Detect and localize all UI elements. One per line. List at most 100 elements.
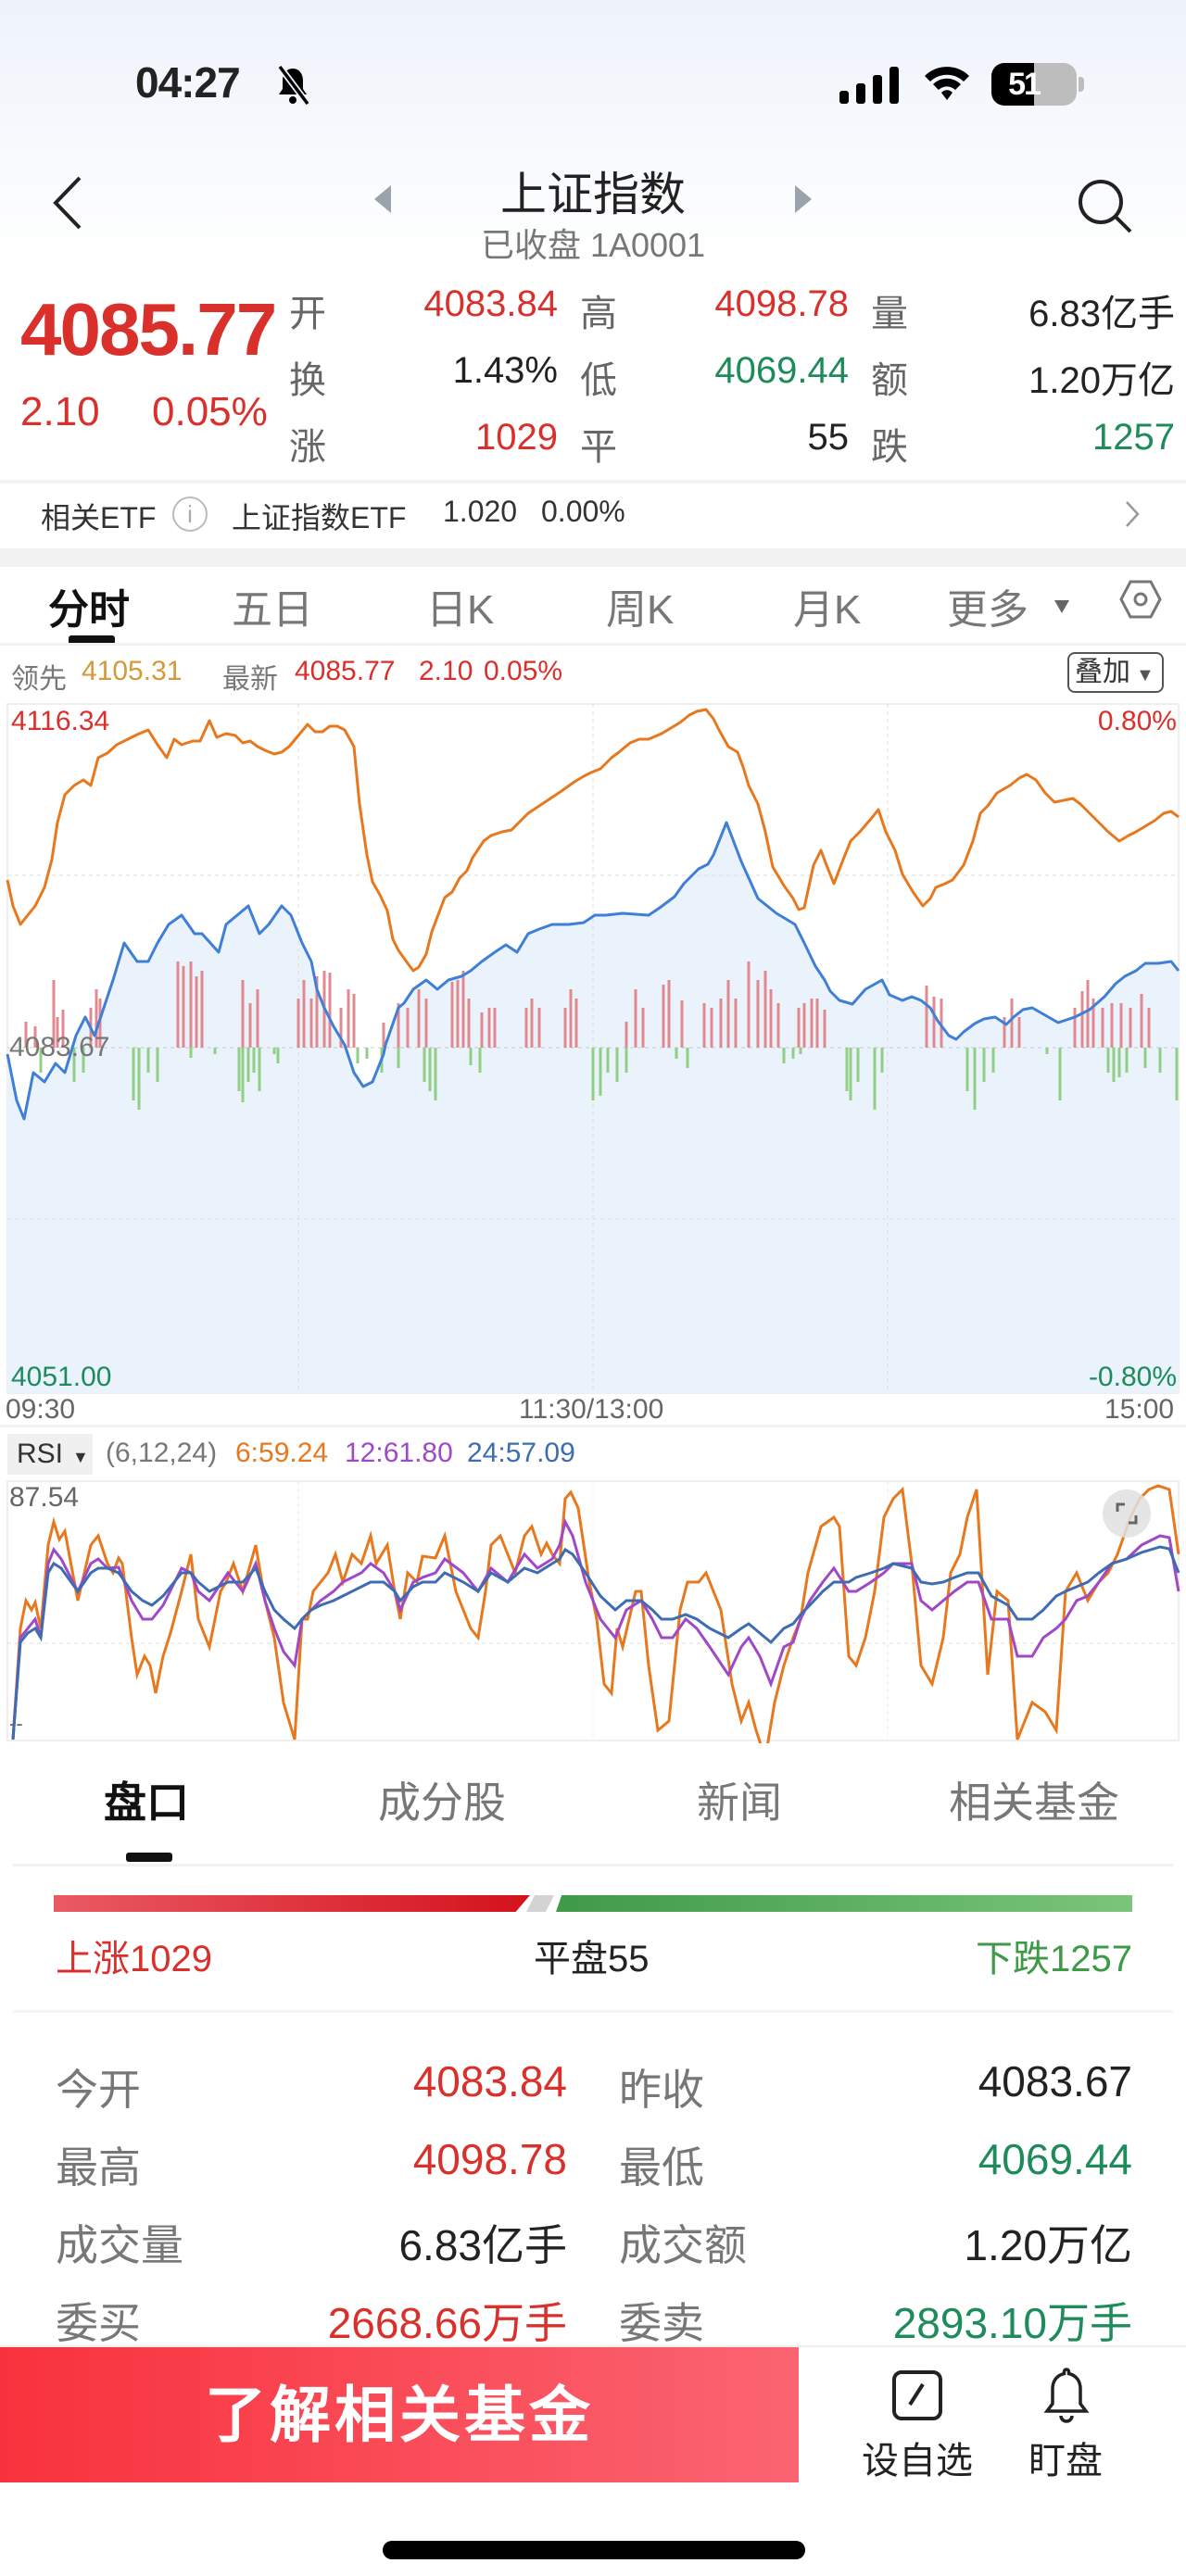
pct-axis-top-label: 0.80%	[1097, 706, 1177, 736]
decliners-count: 下跌1257	[976, 1939, 1132, 1979]
prev-close-label: 昨收	[619, 2066, 704, 2114]
indicator-select[interactable]: RSI ▼	[7, 1434, 93, 1475]
battery-level: 51	[1008, 67, 1041, 102]
dropdown-arrow-icon: ▼	[72, 1448, 89, 1466]
ask-volume-label: 委卖	[619, 2299, 704, 2347]
monitor-button[interactable]: 盯盘	[1019, 2360, 1112, 2482]
home-indicator[interactable]	[383, 2541, 805, 2559]
advancers-label: 涨	[289, 427, 326, 468]
low-value: 4069.44	[978, 2135, 1132, 2183]
high-label: 高	[580, 294, 617, 334]
tab-daily-k[interactable]: 日K	[426, 587, 495, 633]
next-index-arrow-icon[interactable]	[795, 185, 812, 213]
lead-value: 4105.31	[82, 656, 183, 686]
tab-monthly-k[interactable]: 月K	[793, 587, 862, 633]
low-value: 4069.44	[714, 350, 849, 391]
overlay-button[interactable]: 叠加 ▼	[1067, 652, 1164, 693]
search-icon[interactable]	[1075, 176, 1134, 235]
back-icon[interactable]	[48, 174, 85, 232]
add-watchlist-button[interactable]: 设自选	[862, 2360, 973, 2482]
chevron-right-icon[interactable]	[1125, 500, 1140, 528]
unchanged-count: 平盘55	[534, 1939, 650, 1979]
x-axis-close-label: 15:00	[1104, 1394, 1175, 1425]
latest-label: 最新	[222, 664, 278, 695]
intraday-chart[interactable]	[0, 702, 1186, 1395]
y-axis-top-label: 4116.34	[11, 706, 110, 736]
info-icon[interactable]: i	[172, 496, 208, 532]
header-background	[0, 0, 1186, 269]
tab-constituents[interactable]: 成分股	[378, 1778, 506, 1827]
low-label: 低	[580, 360, 617, 401]
divider	[13, 2010, 1173, 2013]
fullscreen-button[interactable]	[1103, 1489, 1151, 1538]
wifi-icon	[925, 67, 969, 100]
open-label: 今开	[56, 2066, 141, 2114]
advancers-value: 1029	[475, 417, 558, 458]
etf-name[interactable]: 上证指数ETF	[232, 501, 407, 534]
open-value: 4083.84	[423, 283, 558, 324]
current-price: 4085.77	[20, 288, 277, 371]
tab-more[interactable]: 更多	[947, 587, 1028, 633]
decliners-label: 跌	[871, 427, 908, 468]
tab-weekly-k[interactable]: 周K	[606, 587, 675, 633]
divider	[0, 1425, 1186, 1427]
watchlist-label: 设自选	[862, 2441, 973, 2482]
tab-related-funds[interactable]: 相关基金	[949, 1778, 1119, 1827]
learn-related-funds-button[interactable]: 了解相关基金	[0, 2347, 799, 2482]
x-axis-open-label: 09:30	[6, 1394, 76, 1425]
edit-watchlist-icon	[892, 2370, 942, 2420]
status-time: 04:27	[135, 58, 241, 107]
rsi-params: (6,12,24)	[106, 1438, 218, 1468]
y-axis-mid-label: 4083.67	[9, 1032, 110, 1062]
lead-label: 领先	[11, 664, 67, 695]
tab-order-book[interactable]: 盘口	[104, 1778, 189, 1827]
market-status-code: 已收盘 1A0001	[480, 226, 706, 264]
rsi-chart[interactable]	[0, 1480, 1186, 1743]
ask-volume-value: 2893.10万手	[892, 2299, 1132, 2347]
dropdown-arrow-icon[interactable]	[1053, 597, 1071, 615]
open-label: 开	[289, 294, 326, 334]
divider	[13, 1864, 1173, 1866]
settings-hex-icon[interactable]	[1119, 580, 1162, 619]
bell-icon	[1043, 2368, 1090, 2423]
battery-tip	[1079, 77, 1084, 92]
turnover-label: 换	[289, 360, 326, 401]
turnover-value: 1.43%	[452, 350, 558, 391]
rsi12-value: 12:61.80	[345, 1438, 453, 1468]
tab-news[interactable]: 新闻	[697, 1778, 782, 1827]
y-axis-bottom-label: 4051.00	[11, 1362, 112, 1392]
rsi-y-top-label: 87.54	[9, 1482, 80, 1513]
unchanged-value: 55	[807, 417, 850, 458]
volume-label: 成交量	[56, 2221, 183, 2269]
price-change-percent: 0.05%	[152, 389, 268, 434]
amount-value: 1.20万亿	[964, 2221, 1132, 2269]
rsi-y-bottom-label: --	[9, 1712, 23, 1735]
monitor-label: 盯盘	[1028, 2441, 1103, 2482]
amount-label: 成交额	[619, 2221, 747, 2269]
battery-icon: 51	[991, 63, 1077, 106]
advancers-count: 上涨1029	[56, 1939, 212, 1979]
indicator-label: RSI	[17, 1439, 64, 1469]
divider	[0, 480, 1186, 484]
dropdown-arrow-icon: ▼	[1136, 665, 1154, 685]
volume-value: 6.83亿手	[398, 2221, 567, 2269]
expand-icon	[1116, 1502, 1138, 1525]
decliners-value: 1257	[1092, 417, 1175, 458]
volume-value: 6.83亿手	[1028, 294, 1175, 334]
tab-five-day[interactable]: 五日	[232, 587, 313, 633]
cellular-signal-icon	[839, 67, 899, 104]
section-gap	[0, 548, 1186, 567]
bid-volume-value: 2668.66万手	[327, 2299, 567, 2347]
etf-price: 1.020	[443, 495, 518, 528]
latest-value: 4085.77	[295, 656, 396, 686]
divider	[0, 643, 1186, 646]
pct-axis-bottom-label: -0.80%	[1088, 1362, 1177, 1392]
unchanged-bar	[526, 1895, 554, 1912]
high-label: 最高	[56, 2143, 141, 2192]
latest-pct: 0.05%	[484, 656, 563, 686]
previous-index-arrow-icon[interactable]	[374, 185, 391, 213]
open-value: 4083.84	[412, 2057, 567, 2105]
tab-intraday[interactable]: 分时	[48, 587, 130, 633]
prev-close-value: 4083.67	[978, 2057, 1132, 2105]
x-axis-midday-label: 11:30/13:00	[519, 1394, 664, 1425]
